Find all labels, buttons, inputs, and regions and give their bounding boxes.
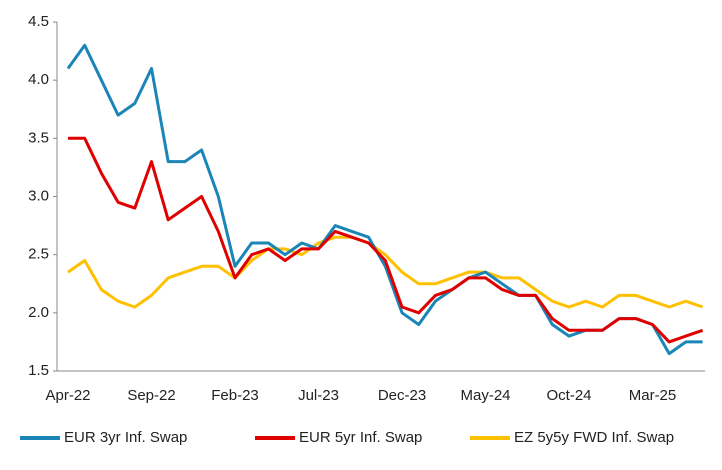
y-tick-label: 1.5 xyxy=(28,362,49,379)
y-tick-label: 4.5 xyxy=(28,13,49,30)
legend-label: EZ 5y5y FWD Inf. Swap xyxy=(514,429,674,446)
series-line xyxy=(67,235,704,309)
x-tick-label: Jul-23 xyxy=(298,387,339,404)
x-tick-label: Oct-24 xyxy=(546,387,591,404)
y-tick-label: 3.5 xyxy=(28,129,49,146)
legend-label: EUR 3yr Inf. Swap xyxy=(64,429,187,446)
x-tick-label: Dec-23 xyxy=(378,387,426,404)
y-tick-label: 2.0 xyxy=(28,304,49,321)
x-tick-label: May-24 xyxy=(460,387,510,404)
x-tick-label: Sep-22 xyxy=(127,387,175,404)
x-tick-label: Feb-23 xyxy=(211,387,259,404)
series-line xyxy=(68,136,704,344)
legend-label: EUR 5yr Inf. Swap xyxy=(299,429,422,446)
x-tick-label: Mar-25 xyxy=(629,387,677,404)
x-tick-label: Apr-22 xyxy=(45,387,90,404)
y-tick-label: 4.0 xyxy=(28,71,49,88)
y-tick-label: 2.5 xyxy=(28,246,49,263)
y-tick-label: 3.0 xyxy=(28,187,49,204)
